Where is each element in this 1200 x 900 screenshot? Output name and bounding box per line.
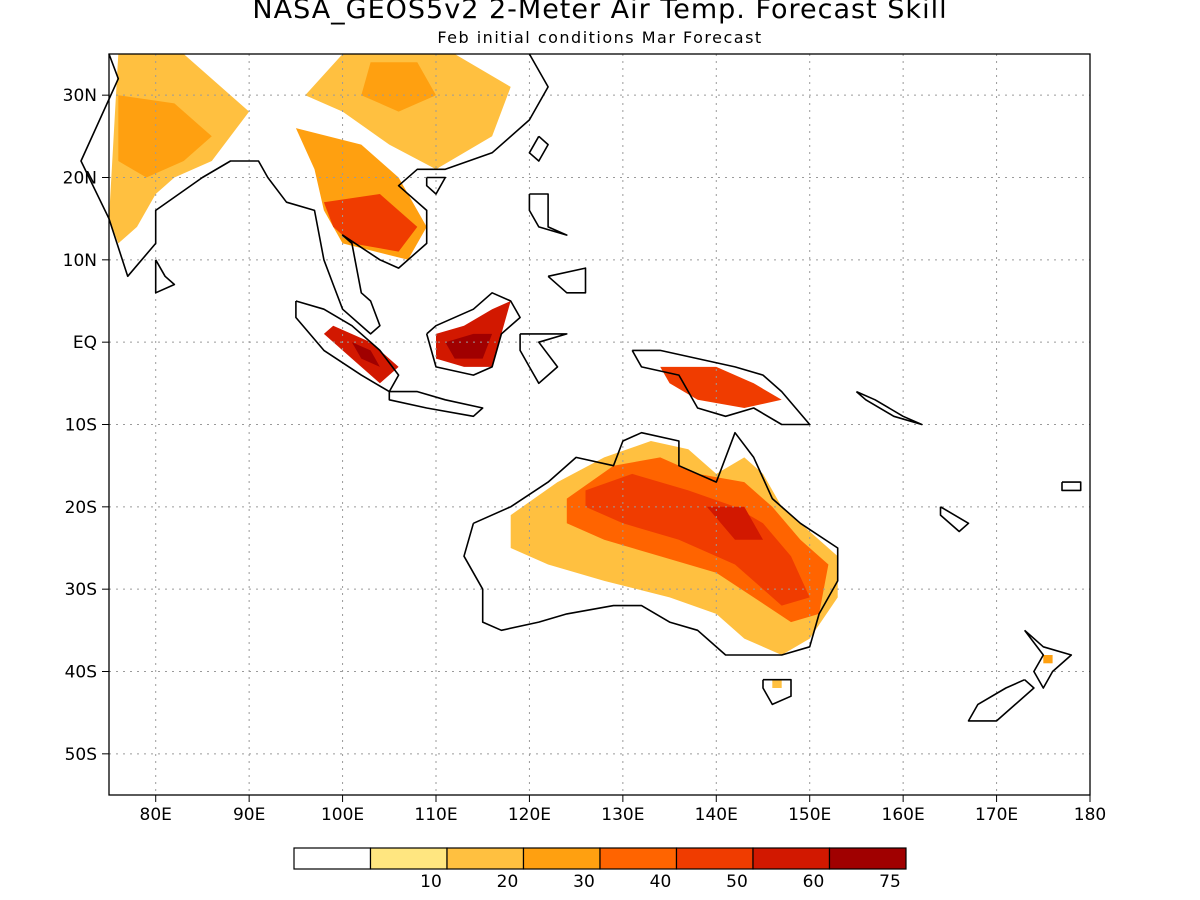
tick-label-lon: 160E (882, 805, 925, 825)
coastline-philippines-mindanao (547, 267, 587, 294)
map-title: NASA_GEOS5v2 2-Meter Air Temp. Forecast … (252, 0, 948, 25)
coastline-fiji (1061, 481, 1082, 492)
graticule (109, 54, 1090, 795)
colorbar-bin (599, 847, 678, 870)
coastline-philippines-luzon (528, 193, 568, 236)
skill-region-tasmania (772, 679, 782, 688)
tick-label-lon: 170E (975, 805, 1018, 825)
colorbar-label: 50 (726, 872, 748, 892)
tick-label-lon: 90E (233, 805, 265, 825)
tick-label-lon: 120E (508, 805, 551, 825)
coastline-borneo (425, 291, 521, 376)
colorbar-bin (293, 847, 372, 870)
skill-fill-layer (109, 54, 1053, 688)
tick-label-lat: 50S (65, 745, 97, 765)
skill-region-indochina-core (323, 194, 418, 252)
coastline-sulawesi (519, 333, 568, 385)
colorbar-label: 40 (650, 872, 672, 892)
colorbar-bin (522, 847, 601, 870)
coastline-sri-lanka (154, 259, 176, 294)
tick-label-lat: 30N (63, 86, 97, 106)
colorbar-bin (675, 847, 754, 870)
colorbar-bin (828, 847, 907, 870)
colorbar-bin (446, 847, 525, 870)
latitude-axis: 30N 20N 10N EQ 10S 20S 30S 40S 50S (63, 86, 109, 765)
coastline-nz-north (1023, 629, 1073, 689)
coastline-solomons (855, 390, 923, 426)
colorbar-bin (369, 847, 448, 870)
tick-label-lat: 40S (65, 663, 97, 683)
tick-label-lon: 150E (788, 805, 831, 825)
coastline-layer (80, 53, 1082, 722)
tick-label-lon: 180 (1074, 805, 1106, 825)
tick-label-lon: 110E (414, 805, 457, 825)
colorbar-label: 20 (497, 872, 519, 892)
colorbar-label: 60 (803, 872, 825, 892)
tick-label-lon: 140E (695, 805, 738, 825)
longitude-axis: 80E 90E 100E 110E 120E 130E 140E 150E 160E 170E 18… (140, 795, 1106, 825)
tick-label-lat: 20N (63, 169, 97, 189)
skill-region-india-core (118, 95, 212, 178)
map-subtitle: Feb initial conditions Mar Forecast (437, 28, 763, 47)
tick-label-lon: 130E (601, 805, 644, 825)
coastline-new-caledonia (939, 506, 970, 533)
coastline-australia (463, 431, 839, 656)
skill-region-sumatra-core (351, 342, 380, 367)
tick-label-lon: 100E (321, 805, 364, 825)
skill-region-new-guinea (660, 366, 782, 408)
colorbar-label: 10 (420, 872, 442, 892)
colorbar-legend: 10 20 30 40 50 60 75 (293, 847, 907, 892)
coastline-new-guinea (631, 349, 811, 426)
tick-label-lat: 20S (65, 498, 97, 518)
colorbar-label: 75 (879, 872, 901, 892)
coastline-taiwan (528, 135, 549, 162)
colorbar-label: 30 (573, 872, 595, 892)
skill-region-borneo-core (445, 333, 493, 359)
tick-label-lat: 10N (63, 251, 97, 271)
coastline-hainan (425, 176, 447, 195)
coastline-java (388, 390, 484, 418)
coastline-nz-south (967, 678, 1035, 722)
tick-label-lat: EQ (73, 333, 97, 353)
coastline-asia-mainland (80, 53, 549, 335)
skill-region-china-core (361, 62, 436, 112)
skill-region-china-south (305, 54, 511, 170)
coastline-sumatra (295, 300, 400, 393)
tick-label-lat: 30S (65, 580, 97, 600)
tick-label-lat: 10S (65, 416, 97, 436)
skill-region-nz-north (1043, 655, 1053, 664)
skill-region-australia-hot (706, 506, 763, 540)
tick-label-lon: 80E (140, 805, 172, 825)
colorbar-bin (752, 847, 831, 870)
coastline-tasmania (762, 678, 792, 706)
